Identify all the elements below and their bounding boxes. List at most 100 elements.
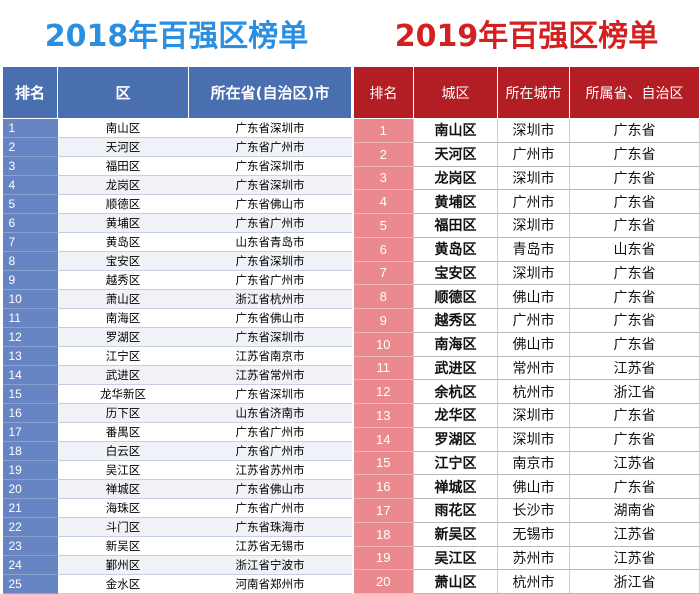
col-header-province: 所属省、自治区: [569, 66, 700, 119]
city-cell: 深圳市: [497, 213, 570, 238]
table-row: 19 吴江区 江苏省苏州市: [2, 460, 352, 480]
city-cell: 广州市: [497, 142, 570, 167]
table-row: 4 龙岗区 广东省深圳市: [2, 175, 352, 195]
table-row: 9 越秀区 广州市 广东省: [353, 308, 700, 333]
rank-cell: 3: [2, 156, 58, 176]
province-city-cell: 广东省深圳市: [188, 251, 352, 271]
rank-cell: 9: [2, 270, 58, 290]
table-row: 13 江宁区 江苏省南京市: [2, 346, 352, 366]
city-cell: 佛山市: [497, 284, 570, 309]
rank-cell: 13: [2, 346, 58, 366]
district-cell: 黄埔区: [413, 189, 498, 214]
province-cell: 广东省: [569, 166, 700, 191]
table-row: 2 天河区 广州市 广东省: [353, 142, 700, 167]
city-cell: 杭州市: [497, 569, 570, 594]
title-2018: 2018年百强区榜单: [44, 19, 309, 54]
table-row: 20 萧山区 杭州市 浙江省: [353, 569, 700, 594]
table-2018-body: 1 南山区 广东省深圳市 2 天河区 广东省广州市 3 福田区 广东省深圳市 4 龙岗区 广东省深圳市…: [2, 118, 352, 594]
rank-cell: 3: [353, 166, 414, 191]
table-row: 14 罗湖区 深圳市 广东省: [353, 427, 700, 452]
district-cell: 吴江区: [413, 546, 498, 571]
city-cell: 广州市: [497, 308, 570, 333]
rank-cell: 16: [353, 474, 414, 499]
city-cell: 无锡市: [497, 522, 570, 547]
district-cell: 番禺区: [57, 422, 189, 442]
district-cell: 龙华新区: [57, 384, 189, 404]
table-row: 25 金水区 河南省郑州市: [2, 574, 352, 594]
province-city-cell: 广东省佛山市: [188, 308, 352, 328]
city-cell: 佛山市: [497, 474, 570, 499]
table-row: 17 番禺区 广东省广州市: [2, 422, 352, 442]
table-row: 10 南海区 佛山市 广东省: [353, 332, 700, 357]
district-cell: 龙华区: [413, 403, 498, 428]
province-cell: 广东省: [569, 474, 700, 499]
province-city-cell: 河南省郑州市: [188, 574, 352, 594]
province-cell: 江苏省: [569, 522, 700, 547]
province-city-cell: 广东省广州市: [188, 422, 352, 442]
table-row: 4 黄埔区 广州市 广东省: [353, 189, 700, 214]
rank-cell: 14: [2, 365, 58, 385]
table-row: 2 天河区 广东省广州市: [2, 137, 352, 157]
district-cell: 武进区: [57, 365, 189, 385]
table-row: 1 南山区 广东省深圳市: [2, 118, 352, 138]
table-row: 3 龙岗区 深圳市 广东省: [353, 166, 700, 191]
rank-cell: 23: [2, 536, 58, 556]
table-row: 24 鄞州区 浙江省宁波市: [2, 555, 352, 575]
province-city-cell: 山东省济南市: [188, 403, 352, 423]
province-cell: 江苏省: [569, 546, 700, 571]
rank-cell: 2: [2, 137, 58, 157]
rank-cell: 1: [353, 118, 414, 143]
district-cell: 鄞州区: [57, 555, 189, 575]
rank-cell: 17: [2, 422, 58, 442]
table-row: 10 萧山区 浙江省杭州市: [2, 289, 352, 309]
district-cell: 斗门区: [57, 517, 189, 537]
province-city-cell: 广东省佛山市: [188, 194, 352, 214]
province-city-cell: 广东省深圳市: [188, 384, 352, 404]
rank-cell: 11: [2, 308, 58, 328]
rank-cell: 15: [2, 384, 58, 404]
district-cell: 顺德区: [57, 194, 189, 214]
province-city-cell: 江苏省无锡市: [188, 536, 352, 556]
rank-cell: 8: [2, 251, 58, 271]
rank-cell: 5: [2, 194, 58, 214]
col-header-city: 所在城市: [497, 66, 570, 119]
city-cell: 常州市: [497, 356, 570, 381]
province-city-cell: 江苏省苏州市: [188, 460, 352, 480]
district-cell: 禅城区: [57, 479, 189, 499]
rank-cell: 16: [2, 403, 58, 423]
province-cell: 广东省: [569, 142, 700, 167]
table-row: 11 南海区 广东省佛山市: [2, 308, 352, 328]
district-cell: 顺德区: [413, 284, 498, 309]
rank-cell: 7: [353, 261, 414, 286]
city-cell: 深圳市: [497, 403, 570, 428]
rank-cell: 6: [2, 213, 58, 233]
district-cell: 南海区: [57, 308, 189, 328]
table-row: 5 福田区 深圳市 广东省: [353, 213, 700, 238]
rank-cell: 14: [353, 427, 414, 452]
province-cell: 江苏省: [569, 451, 700, 476]
table-row: 11 武进区 常州市 江苏省: [353, 356, 700, 381]
table-row: 12 罗湖区 广东省深圳市: [2, 327, 352, 347]
province-city-cell: 江苏省南京市: [188, 346, 352, 366]
district-cell: 南海区: [413, 332, 498, 357]
rank-cell: 20: [2, 479, 58, 499]
city-cell: 杭州市: [497, 379, 570, 404]
province-cell: 广东省: [569, 308, 700, 333]
table-row: 16 禅城区 佛山市 广东省: [353, 474, 700, 499]
table-row: 6 黄埔区 广东省广州市: [2, 213, 352, 233]
rank-cell: 24: [2, 555, 58, 575]
province-cell: 山东省: [569, 237, 700, 262]
rank-cell: 11: [353, 356, 414, 381]
district-cell: 南山区: [413, 118, 498, 143]
table-row: 7 黄岛区 山东省青岛市: [2, 232, 352, 252]
district-cell: 黄岛区: [57, 232, 189, 252]
rank-cell: 19: [353, 546, 414, 571]
rank-cell: 5: [353, 213, 414, 238]
city-cell: 深圳市: [497, 166, 570, 191]
city-cell: 青岛市: [497, 237, 570, 262]
city-cell: 深圳市: [497, 118, 570, 143]
rank-cell: 13: [353, 403, 414, 428]
district-cell: 天河区: [57, 137, 189, 157]
table-row: 8 宝安区 广东省深圳市: [2, 251, 352, 271]
district-cell: 黄岛区: [413, 237, 498, 262]
